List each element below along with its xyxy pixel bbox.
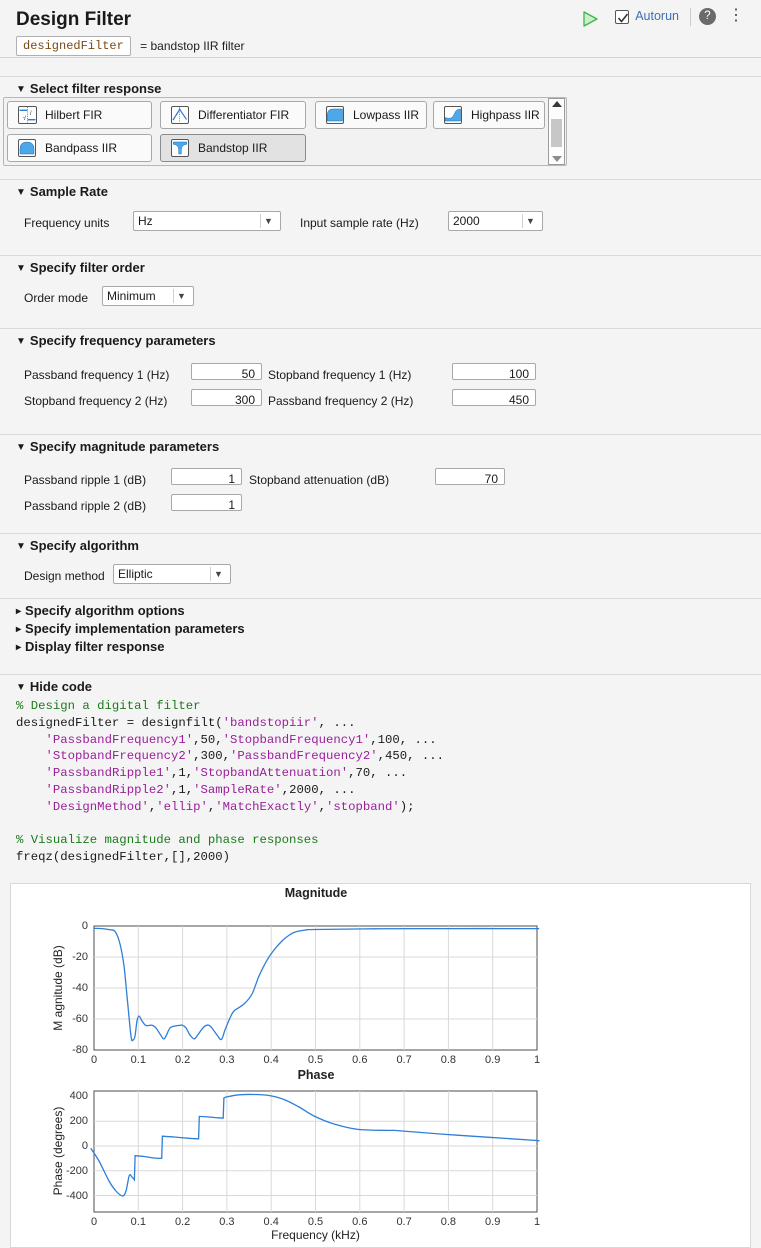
svg-text:1: 1 xyxy=(534,1216,540,1228)
svg-text:-400: -400 xyxy=(66,1190,88,1202)
svg-text:0.4: 0.4 xyxy=(264,1054,279,1065)
svg-text:200: 200 xyxy=(70,1115,88,1127)
svg-text:Phase: Phase xyxy=(298,1068,335,1082)
svg-text:400: 400 xyxy=(70,1090,88,1102)
svg-text:0.3: 0.3 xyxy=(219,1054,234,1065)
svg-text:1: 1 xyxy=(534,1054,540,1065)
svg-text:0: 0 xyxy=(82,920,88,932)
svg-text:-40: -40 xyxy=(72,982,88,994)
svg-text:0: 0 xyxy=(91,1054,97,1065)
svg-text:0.4: 0.4 xyxy=(264,1216,279,1228)
svg-text:0.5: 0.5 xyxy=(308,1216,323,1228)
svg-text:M agnitude (dB): M agnitude (dB) xyxy=(51,945,65,1030)
svg-text:0.7: 0.7 xyxy=(396,1054,411,1065)
svg-text:0.6: 0.6 xyxy=(352,1216,367,1228)
svg-text:Phase (degrees): Phase (degrees) xyxy=(51,1107,65,1196)
svg-text:-20: -20 xyxy=(72,951,88,963)
svg-text:0: 0 xyxy=(91,1216,97,1228)
svg-text:Frequency (kHz): Frequency (kHz) xyxy=(271,1228,360,1242)
svg-text:0.1: 0.1 xyxy=(131,1054,146,1065)
svg-text:0.2: 0.2 xyxy=(175,1054,190,1065)
svg-text:-80: -80 xyxy=(72,1044,88,1056)
svg-text:0.9: 0.9 xyxy=(485,1054,500,1065)
svg-text:0.9: 0.9 xyxy=(485,1216,500,1228)
svg-text:0.6: 0.6 xyxy=(352,1054,367,1065)
svg-text:0.8: 0.8 xyxy=(441,1054,456,1065)
svg-text:0: 0 xyxy=(82,1140,88,1152)
svg-text:0.5: 0.5 xyxy=(308,1054,323,1065)
svg-text:0.8: 0.8 xyxy=(441,1216,456,1228)
svg-text:Magnitude: Magnitude xyxy=(285,886,348,900)
svg-text:0.1: 0.1 xyxy=(131,1216,146,1228)
svg-text:0.2: 0.2 xyxy=(175,1216,190,1228)
svg-text:-200: -200 xyxy=(66,1165,88,1177)
svg-text:0.7: 0.7 xyxy=(396,1216,411,1228)
svg-text:0.3: 0.3 xyxy=(219,1216,234,1228)
svg-text:-60: -60 xyxy=(72,1013,88,1025)
